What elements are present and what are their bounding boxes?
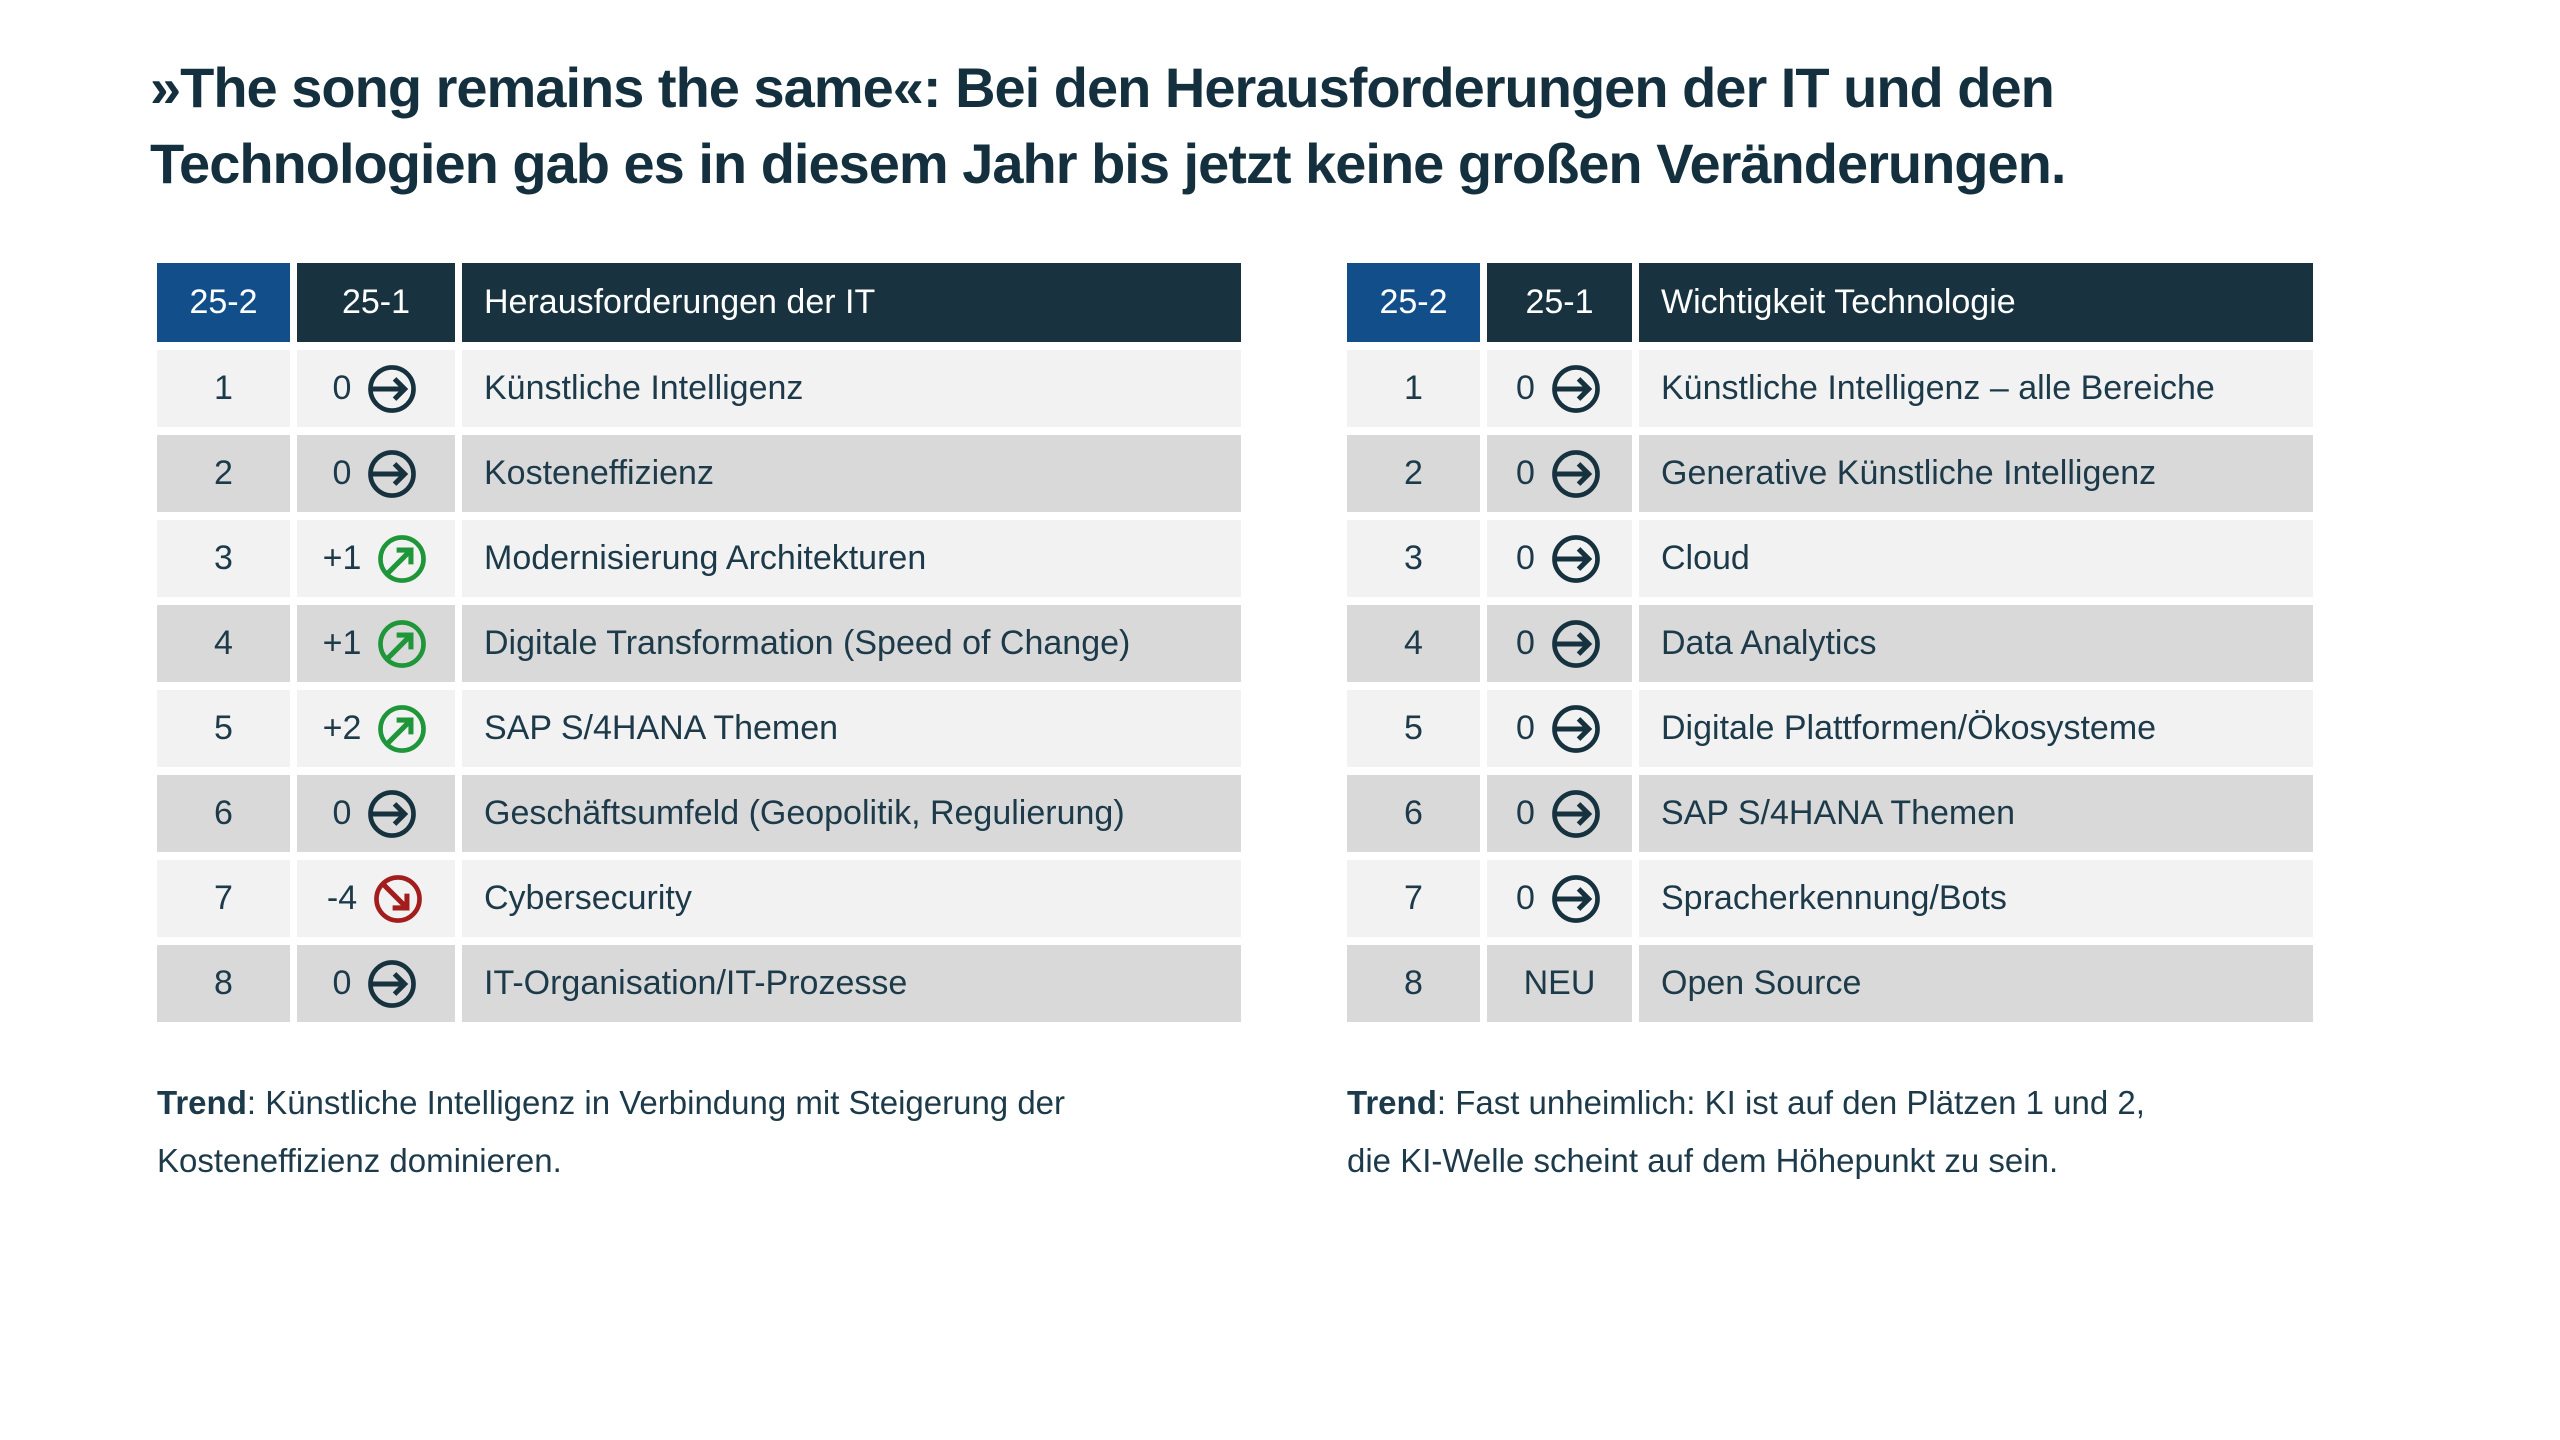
- arrow-right-circle-icon: [368, 364, 417, 413]
- label-cell: IT-Organisation/IT-Prozesse: [462, 945, 1241, 1022]
- arrow-right-circle-icon: [1552, 449, 1600, 498]
- it-challenges-table: 25-2 25-1 Herausforderungen der IT 1 0 Künstl…: [157, 263, 1241, 1022]
- label-cell: Künstliche Intelligenz – alle Bereiche: [1639, 350, 2313, 427]
- change-cell: 0: [1487, 775, 1632, 852]
- arrow-right-circle-icon: [1552, 364, 1600, 413]
- change-cell: 0: [1487, 690, 1632, 767]
- rank-cell: 4: [157, 605, 290, 682]
- rank-cell: 2: [157, 435, 290, 512]
- arrow-right-circle-icon: [1552, 619, 1600, 668]
- change-cell: NEU: [1487, 945, 1632, 1022]
- change-value: 0: [332, 369, 352, 407]
- label-cell: SAP S/4HANA Themen: [462, 690, 1241, 767]
- label-cell: Cloud: [1639, 520, 2313, 597]
- rank-cell: 4: [1347, 605, 1480, 682]
- rank-cell: 6: [1347, 775, 1480, 852]
- label-cell: Spracherkennung/Bots: [1639, 860, 2313, 937]
- column-header-previous-period: 25-1: [297, 263, 455, 342]
- label-cell: Data Analytics: [1639, 605, 2313, 682]
- label-cell: SAP S/4HANA Themen: [1639, 775, 2313, 852]
- page-title: »The song remains the same«: Bei den Her…: [150, 56, 2066, 195]
- change-cell: 0: [297, 945, 455, 1022]
- trend-note: Trend: Fast unheimlich: KI ist auf den P…: [1347, 1074, 2313, 1190]
- label-cell: Open Source: [1639, 945, 2313, 1022]
- change-value: 0: [332, 964, 352, 1002]
- change-value: 0: [1516, 454, 1535, 492]
- label-cell: Geschäftsumfeld (Geopolitik, Regulierung…: [462, 775, 1241, 852]
- trend-note-label: Trend: [157, 1084, 247, 1121]
- arrow-right-circle-icon: [1552, 704, 1600, 753]
- arrow-right-circle-icon: [368, 789, 417, 838]
- change-value: +2: [322, 709, 362, 747]
- arrow-down-right-circle-icon: [374, 874, 422, 923]
- column-header-current-period: 25-2: [1347, 263, 1480, 342]
- label-cell: Digitale Transformation (Speed of Change…: [462, 605, 1241, 682]
- change-value: +1: [322, 624, 362, 662]
- arrow-right-circle-icon: [368, 449, 417, 498]
- rank-cell: 1: [1347, 350, 1480, 427]
- change-value: 0: [1516, 369, 1535, 407]
- trend-note-text: : Künstliche Intelligenz in Verbindung m…: [157, 1084, 1066, 1179]
- label-cell: Digitale Plattformen/Ökosysteme: [1639, 690, 2313, 767]
- technology-table: 25-2 25-1 Wichtigkeit Technologie 1 0 Künstli…: [1347, 263, 2313, 1022]
- change-cell: +1: [297, 520, 455, 597]
- change-cell: +1: [297, 605, 455, 682]
- label-cell: Modernisierung Architekturen: [462, 520, 1241, 597]
- column-header-category: Wichtigkeit Technologie: [1639, 263, 2313, 342]
- change-value: 0: [332, 454, 352, 492]
- label-cell: Künstliche Intelligenz: [462, 350, 1241, 427]
- arrow-right-circle-icon: [1552, 534, 1600, 583]
- arrow-up-right-circle-icon: [378, 619, 427, 668]
- change-value: 0: [1516, 709, 1535, 747]
- change-cell: 0: [1487, 435, 1632, 512]
- change-value: 0: [1516, 794, 1535, 832]
- arrow-right-circle-icon: [1552, 874, 1600, 923]
- change-value: 0: [1516, 624, 1535, 662]
- change-value: 0: [1516, 539, 1535, 577]
- rank-cell: 7: [1347, 860, 1480, 937]
- label-cell: Generative Künstliche Intelligenz: [1639, 435, 2313, 512]
- arrow-right-circle-icon: [1552, 789, 1600, 838]
- change-value: -4: [326, 879, 358, 917]
- change-value: +1: [322, 539, 362, 577]
- trend-note-text: : Fast unheimlich: KI ist auf den Plätze…: [1347, 1084, 2145, 1179]
- label-cell: Cybersecurity: [462, 860, 1241, 937]
- rank-cell: 1: [157, 350, 290, 427]
- column-header-category: Herausforderungen der IT: [462, 263, 1241, 342]
- rank-cell: 5: [157, 690, 290, 767]
- change-cell: 0: [1487, 520, 1632, 597]
- change-cell: 0: [297, 435, 455, 512]
- arrow-up-right-circle-icon: [378, 704, 427, 753]
- change-cell: 0: [1487, 350, 1632, 427]
- rank-cell: 3: [1347, 520, 1480, 597]
- table-section-technology: 25-2 25-1 Wichtigkeit Technologie 1 0 Künstli…: [1347, 263, 2313, 1190]
- rank-cell: 6: [157, 775, 290, 852]
- rank-cell: 5: [1347, 690, 1480, 767]
- column-header-previous-period: 25-1: [1487, 263, 1632, 342]
- trend-note: Trend: Künstliche Intelligenz in Verbind…: [157, 1074, 1241, 1190]
- change-cell: -4: [297, 860, 455, 937]
- rank-cell: 3: [157, 520, 290, 597]
- change-value: NEU: [1523, 964, 1596, 1002]
- change-cell: 0: [297, 775, 455, 852]
- arrow-right-circle-icon: [368, 959, 417, 1008]
- trend-note-label: Trend: [1347, 1084, 1437, 1121]
- arrow-up-right-circle-icon: [378, 534, 427, 583]
- change-value: 0: [332, 794, 352, 832]
- change-cell: 0: [1487, 605, 1632, 682]
- rank-cell: 8: [157, 945, 290, 1022]
- rank-cell: 2: [1347, 435, 1480, 512]
- label-cell: Kosteneffizienz: [462, 435, 1241, 512]
- column-header-current-period: 25-2: [157, 263, 290, 342]
- change-cell: 0: [297, 350, 455, 427]
- change-cell: 0: [1487, 860, 1632, 937]
- rank-cell: 8: [1347, 945, 1480, 1022]
- change-cell: +2: [297, 690, 455, 767]
- table-section-it-challenges: 25-2 25-1 Herausforderungen der IT 1 0 Künstl…: [157, 263, 1241, 1190]
- change-value: 0: [1516, 879, 1535, 917]
- rank-cell: 7: [157, 860, 290, 937]
